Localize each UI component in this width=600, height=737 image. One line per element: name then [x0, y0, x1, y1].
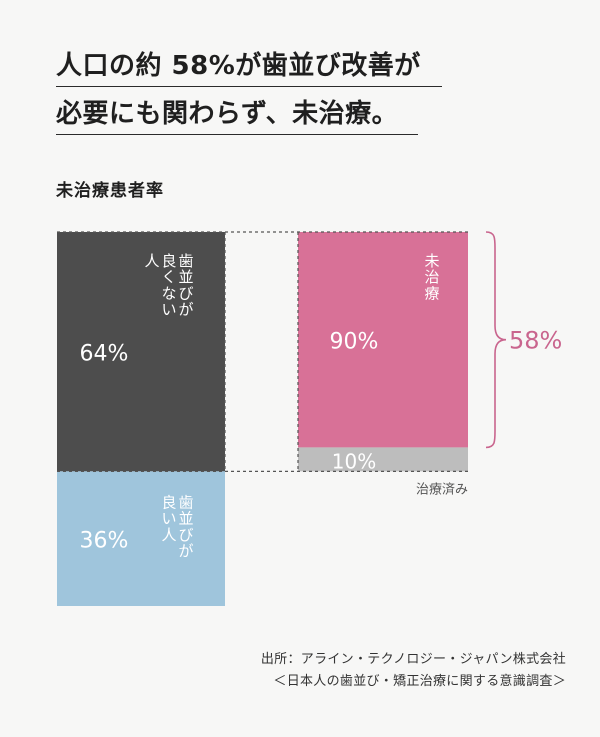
bracket-value-label: 58% — [509, 327, 562, 355]
headline-underline-1 — [56, 86, 442, 87]
right-bar-value-label-2: 10% — [332, 449, 376, 473]
left-bar-segment-1 — [57, 232, 225, 472]
right-bar-category-label-2: 治療済み — [416, 481, 468, 497]
headline-underline-2 — [56, 134, 418, 135]
chart-subtitle: 未治療患者率 — [56, 181, 164, 201]
source-line-2: ＜日本人の歯並び・矯正治療に関する意識調査＞ — [273, 674, 566, 689]
headline-line-1: 人口の約 58%が歯並び改善が — [56, 51, 421, 81]
left-bar-category-label-1-col-1: 歯並びが — [178, 252, 193, 319]
curly-brace — [485, 231, 507, 449]
left-bar-category-label-2-col-1: 歯並びが — [178, 493, 193, 560]
source-line-1: 出所：アライン・テクノロジー・ジャパン株式会社 — [260, 652, 566, 667]
right-bar-segment-2 — [298, 447, 468, 472]
left-bar-segment-2 — [57, 471, 225, 606]
left-bar-value-label-1: 64% — [80, 342, 129, 367]
left-bar-category-label-1-col-2: 良くない — [161, 252, 176, 319]
right-bar-value-label-1: 90% — [330, 330, 379, 355]
right-bar-segment-1 — [298, 232, 468, 448]
left-bar-category-label-1-col-3: 人 — [144, 252, 159, 270]
left-bar-value-label-2: 36% — [80, 529, 129, 554]
right-bar-category-label-1: 未治療 — [424, 252, 439, 302]
left-bar-category-label-2-col-2: 良い人 — [161, 493, 176, 543]
headline-line-2: 必要にも関わらず、未治療。 — [56, 99, 399, 129]
